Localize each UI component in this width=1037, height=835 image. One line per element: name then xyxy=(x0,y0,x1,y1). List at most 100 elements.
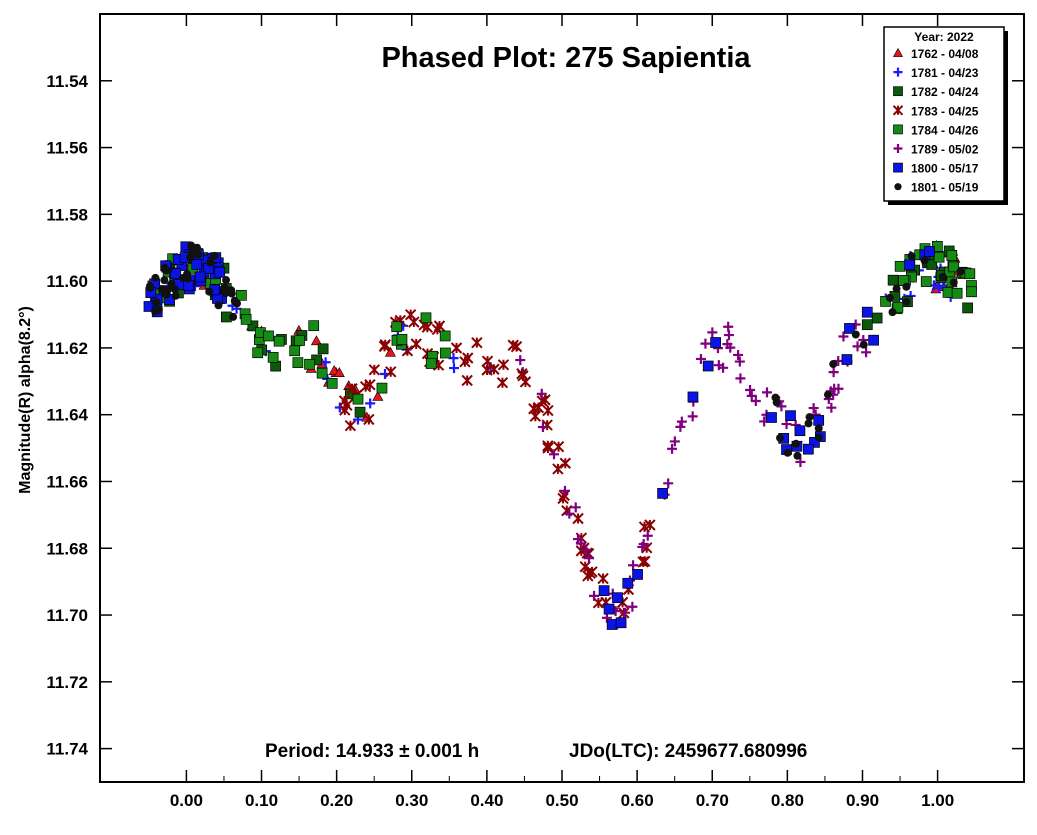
legend-label-7: 1801 - 05/19 xyxy=(911,181,979,195)
x-tick-label-2: 0.20 xyxy=(320,791,353,810)
plot-frame xyxy=(99,13,1025,783)
point-1801-38 xyxy=(859,340,868,349)
legend-marker-6 xyxy=(893,162,903,173)
point-1801-52 xyxy=(920,256,929,265)
point-1784-30 xyxy=(440,347,451,359)
legend-marker-0 xyxy=(892,47,904,57)
point-1801-10 xyxy=(160,276,169,285)
point-1789-29 xyxy=(746,390,757,401)
point-1800-30 xyxy=(194,271,206,283)
legend-label-0: 1762 - 04/08 xyxy=(911,47,979,61)
point-1789-8 xyxy=(718,362,729,373)
y-tick-label-9: 11.72 xyxy=(46,673,88,692)
point-1789-6 xyxy=(536,388,547,399)
series-1801 xyxy=(145,241,965,460)
point-1784-13 xyxy=(304,358,315,370)
point-1800-53 xyxy=(622,577,634,589)
point-1800-57 xyxy=(809,437,820,448)
point-1783-50 xyxy=(363,413,375,426)
point-1801-40 xyxy=(888,308,897,317)
legend-label-1: 1781 - 04/23 xyxy=(911,66,979,80)
point-1783-41 xyxy=(459,356,471,368)
point-1801-54 xyxy=(805,413,814,422)
point-1789-11 xyxy=(669,436,680,447)
point-1789-48 xyxy=(572,534,583,545)
point-1801-58 xyxy=(771,393,780,402)
point-1783-71 xyxy=(378,340,391,353)
point-1801-39 xyxy=(907,252,916,261)
point-1784-55 xyxy=(920,276,932,287)
point-1800-65 xyxy=(904,259,915,271)
legend-label-3: 1783 - 04/25 xyxy=(911,104,979,118)
point-1782-7 xyxy=(317,343,329,355)
legend-label-6: 1800 - 05/17 xyxy=(911,162,979,176)
point-1783-76 xyxy=(364,378,376,391)
point-1800-59 xyxy=(924,246,935,257)
y-tick-label-5: 11.64 xyxy=(46,406,88,425)
point-1800-64 xyxy=(612,592,623,604)
point-1789-39 xyxy=(667,443,678,454)
legend-marker-7 xyxy=(894,183,902,191)
y-tick-label-8: 11.70 xyxy=(46,606,88,625)
y-tick-label-7: 11.68 xyxy=(46,539,88,558)
x-tick-label-7: 0.70 xyxy=(696,791,729,810)
point-1762-19 xyxy=(333,367,345,377)
point-1801-35 xyxy=(214,301,223,310)
point-1800-22 xyxy=(214,266,226,278)
point-1801-28 xyxy=(162,290,171,299)
data-marks xyxy=(143,240,977,630)
point-1784-48 xyxy=(942,287,954,298)
point-1782-5 xyxy=(354,406,366,418)
point-1801-8 xyxy=(206,258,215,267)
y-tick-label-1: 11.56 xyxy=(46,139,88,158)
y-tick-label-0: 11.54 xyxy=(46,72,88,91)
point-1782-35 xyxy=(962,302,973,314)
x-tick-label-9: 0.90 xyxy=(846,791,879,810)
point-1801-43 xyxy=(829,360,838,369)
point-1783-49 xyxy=(433,320,446,332)
point-1784-35 xyxy=(326,378,338,389)
point-1789-14 xyxy=(723,330,734,341)
point-1784-57 xyxy=(964,268,976,280)
point-1784-29 xyxy=(267,351,279,363)
point-1800-63 xyxy=(861,306,873,318)
point-1784-31 xyxy=(263,330,274,342)
x-tick-label-8: 0.80 xyxy=(771,791,804,810)
point-1801-21 xyxy=(187,241,196,250)
point-1782-27 xyxy=(887,274,899,286)
point-1789-15 xyxy=(734,356,745,367)
point-1800-23 xyxy=(191,259,203,270)
point-1801-37 xyxy=(814,424,823,433)
point-1789-12 xyxy=(620,607,631,618)
point-1801-32 xyxy=(229,312,238,321)
point-1784-32 xyxy=(396,333,408,345)
point-1800-60 xyxy=(766,412,777,423)
point-1781-31 xyxy=(934,283,945,294)
point-1789-53 xyxy=(745,384,756,395)
point-1784-22 xyxy=(308,320,320,332)
point-1762-18 xyxy=(384,346,396,357)
point-1789-33 xyxy=(570,502,581,513)
point-1801-24 xyxy=(232,299,241,308)
point-1789-42 xyxy=(628,560,639,571)
point-1800-52 xyxy=(606,619,618,630)
x-tick-label-3: 0.30 xyxy=(395,791,428,810)
point-1783-65 xyxy=(579,560,591,573)
x-tick-label-4: 0.40 xyxy=(470,791,503,810)
legend-marker-3 xyxy=(892,105,904,116)
point-1783-44 xyxy=(497,359,510,371)
point-1784-2 xyxy=(352,393,364,405)
point-1789-51 xyxy=(838,331,849,342)
point-1800-32 xyxy=(143,301,155,312)
legend: Year: 2022 1762 - 04/08 1781 - 04/23 1782 … xyxy=(883,26,1008,205)
point-1801-5 xyxy=(152,298,161,307)
point-1784-40 xyxy=(894,260,906,272)
point-1784-49 xyxy=(948,261,960,273)
point-1801-55 xyxy=(823,390,832,399)
point-1783-29 xyxy=(410,338,422,350)
point-1800-54 xyxy=(615,617,627,629)
point-1801-27 xyxy=(178,274,187,283)
point-1801-51 xyxy=(851,330,860,339)
